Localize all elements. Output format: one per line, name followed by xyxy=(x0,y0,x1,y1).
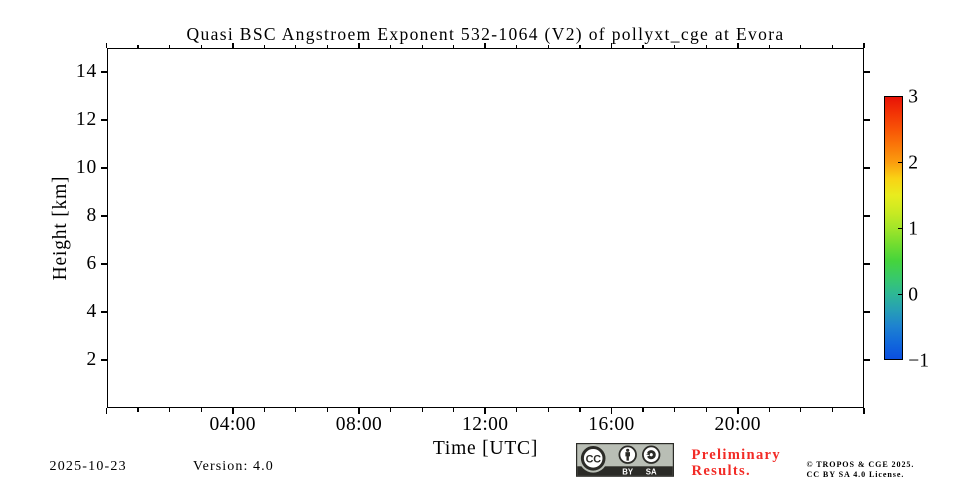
svg-text:SA: SA xyxy=(645,467,656,476)
svg-text:CC: CC xyxy=(585,454,601,466)
svg-text:BY: BY xyxy=(622,467,634,476)
